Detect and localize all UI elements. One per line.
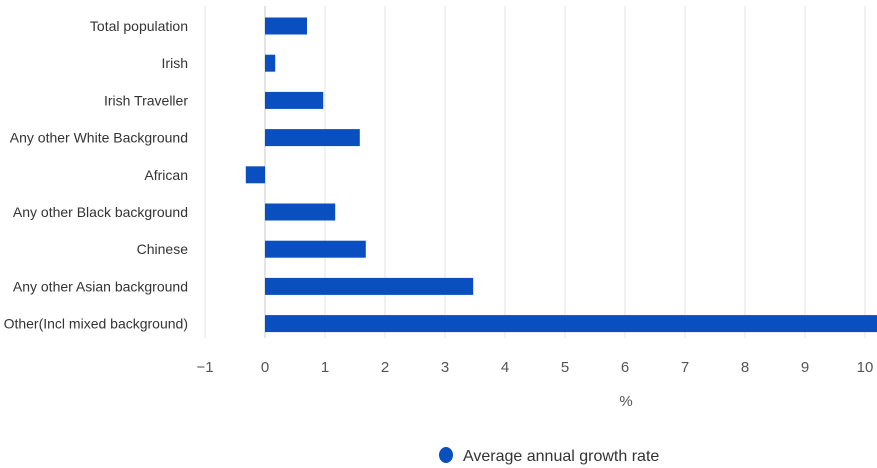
category-label: Irish Traveller: [104, 92, 188, 108]
x-tick-label: 0: [261, 359, 269, 376]
x-tick-label: 5: [561, 359, 569, 376]
category-label: Irish: [162, 55, 188, 71]
category-label: Any other White Background: [10, 130, 188, 146]
bar[interactable]: [265, 277, 474, 295]
x-tick-label: 6: [621, 359, 629, 376]
category-label: Other(Incl mixed background): [4, 316, 188, 332]
bar[interactable]: [265, 17, 307, 35]
x-tick-label: 1: [321, 359, 329, 376]
category-label: African: [144, 167, 188, 183]
x-axis-title: %: [619, 393, 632, 410]
category-label: Any other Black background: [13, 204, 188, 220]
x-tick-label: 3: [441, 359, 449, 376]
category-label: Any other Asian background: [13, 278, 188, 294]
category-label: Total population: [90, 18, 188, 34]
bar[interactable]: [265, 54, 276, 72]
x-tick-label: 10: [857, 359, 874, 376]
x-tick-label: 2: [381, 359, 389, 376]
bar[interactable]: [265, 91, 324, 109]
bar[interactable]: [245, 166, 265, 184]
bar[interactable]: [265, 315, 877, 333]
x-tick-label: 8: [741, 359, 749, 376]
category-labels: Total population Irish Irish Traveller Any …: [4, 18, 189, 332]
x-tick-label: −1: [196, 359, 213, 376]
legend-label: Average annual growth rate: [463, 448, 659, 465]
bar[interactable]: [265, 129, 360, 147]
x-tick-label: 9: [801, 359, 809, 376]
bars: [245, 17, 877, 333]
bar[interactable]: [265, 240, 366, 258]
x-tick-label: 7: [681, 359, 689, 376]
legend[interactable]: Average annual growth rate: [439, 447, 659, 465]
category-label: Chinese: [137, 241, 189, 257]
bar[interactable]: [265, 203, 336, 221]
x-axis-tick-labels: −1 0 1 2 3 4 5 6 7 8 9 10: [196, 359, 873, 376]
x-tick-label: 4: [501, 359, 509, 376]
legend-marker: [439, 447, 453, 463]
